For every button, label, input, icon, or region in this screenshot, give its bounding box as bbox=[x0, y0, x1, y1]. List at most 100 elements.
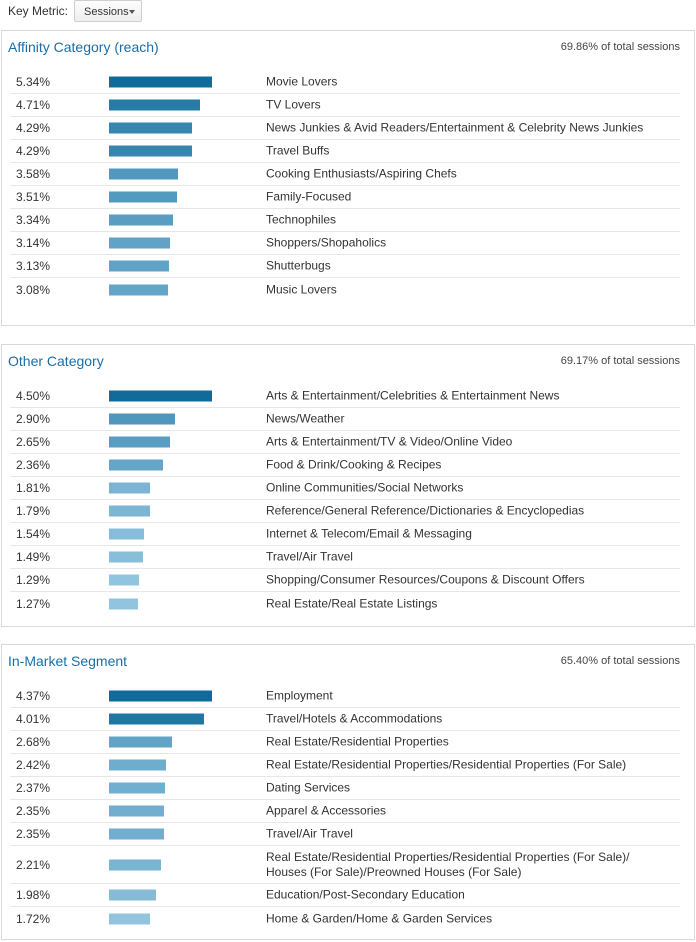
percentage-bar bbox=[109, 168, 178, 180]
list-item[interactable]: 2.35% Travel/Air Travel bbox=[10, 823, 680, 846]
percentage-value: 2.65% bbox=[16, 435, 51, 449]
list-item[interactable]: 1.27% Real Estate/Real Estate Listings bbox=[10, 592, 680, 615]
category-name[interactable]: Arts & Entertainment/Celebrities & Enter… bbox=[266, 388, 560, 403]
panel-rows: 5.34% Movie Lovers 4.71% TV Lovers 4.29% News… bbox=[10, 71, 680, 301]
category-name[interactable]: Education/Post-Secondary Education bbox=[266, 887, 465, 902]
category-name[interactable]: Shopping/Consumer Resources/Coupons & Di… bbox=[266, 572, 585, 587]
list-item[interactable]: 3.58% Cooking Enthusiasts/Aspiring Chefs bbox=[10, 163, 680, 186]
percentage-bar bbox=[109, 145, 192, 157]
percentage-value: 2.68% bbox=[16, 735, 51, 749]
list-item[interactable]: 3.13% Shutterbugs bbox=[10, 255, 680, 278]
list-item[interactable]: 4.01% Travel/Hotels & Accommodations bbox=[10, 708, 680, 731]
list-item[interactable]: 1.29% Shopping/Consumer Resources/Coupons… bbox=[10, 569, 680, 592]
panel-total-sessions: 69.17% of total sessions bbox=[560, 355, 680, 367]
percentage-bar bbox=[109, 390, 212, 402]
list-item[interactable]: 2.37% Dating Services bbox=[10, 777, 680, 800]
list-item[interactable]: 4.71% TV Lovers bbox=[10, 94, 680, 117]
percentage-value: 1.81% bbox=[16, 481, 51, 495]
panel-total-sessions: 69.86% of total sessions bbox=[560, 41, 680, 53]
percentage-value: 1.54% bbox=[16, 527, 51, 541]
percentage-bar bbox=[109, 713, 204, 725]
panel-title: Other Category bbox=[8, 353, 104, 369]
category-name[interactable]: Real Estate/Residential Properties/Resid… bbox=[266, 849, 630, 879]
percentage-bar bbox=[109, 805, 164, 817]
category-name[interactable]: Travel/Hotels & Accommodations bbox=[266, 711, 443, 726]
category-name[interactable]: TV Lovers bbox=[266, 97, 321, 112]
category-name[interactable]: Cooking Enthusiasts/Aspiring Chefs bbox=[266, 166, 457, 181]
percentage-value: 4.29% bbox=[16, 121, 51, 135]
list-item[interactable]: 1.98% Education/Post-Secondary Education bbox=[10, 884, 680, 907]
category-name[interactable]: Travel/Air Travel bbox=[266, 549, 353, 564]
category-name[interactable]: Shoppers/Shopaholics bbox=[266, 235, 387, 250]
key-metric-bar: Key Metric: Sessions bbox=[0, 0, 696, 24]
list-item[interactable]: 1.79% Reference/General Reference/Diction… bbox=[10, 500, 680, 523]
percentage-bar bbox=[109, 574, 139, 586]
percentage-value: 1.49% bbox=[16, 550, 51, 564]
list-item[interactable]: 1.54% Internet & Telecom/Email & Messagin… bbox=[10, 523, 680, 546]
percentage-value: 2.35% bbox=[16, 827, 51, 841]
category-name[interactable]: Internet & Telecom/Email & Messaging bbox=[266, 526, 472, 541]
category-name[interactable]: Travel/Air Travel bbox=[266, 826, 353, 841]
category-name[interactable]: Real Estate/Residential Properties/Resid… bbox=[266, 757, 627, 772]
list-item[interactable]: 3.51% Family-Focused bbox=[10, 186, 680, 209]
list-item[interactable]: 2.42% Real Estate/Residential Properties/… bbox=[10, 754, 680, 777]
category-name[interactable]: Employment bbox=[266, 688, 333, 703]
category-name[interactable]: Home & Garden/Home & Garden Services bbox=[266, 911, 493, 925]
list-item[interactable]: 1.72% Home & Garden/Home & Garden Service… bbox=[10, 907, 680, 930]
percentage-bar bbox=[109, 237, 170, 249]
list-item[interactable]: 2.35% Apparel & Accessories bbox=[10, 800, 680, 823]
percentage-bar bbox=[109, 598, 138, 609]
percentage-bar bbox=[109, 99, 200, 111]
list-item[interactable]: 2.68% Real Estate/Residential Properties bbox=[10, 731, 680, 754]
list-item[interactable]: 2.65% Arts & Entertainment/TV & Video/Onl… bbox=[10, 431, 680, 454]
percentage-value: 4.37% bbox=[16, 689, 51, 703]
list-item[interactable]: 3.08% Music Lovers bbox=[10, 278, 680, 301]
list-item[interactable]: 4.29% News Junkies & Avid Readers/Enterta… bbox=[10, 117, 680, 140]
list-item[interactable]: 1.81% Online Communities/Social Networks bbox=[10, 477, 680, 500]
percentage-value: 1.98% bbox=[16, 888, 51, 902]
category-name[interactable]: Shutterbugs bbox=[266, 258, 331, 273]
list-item[interactable]: 2.90% News/Weather bbox=[10, 408, 680, 431]
percentage-bar bbox=[109, 284, 168, 295]
category-name[interactable]: Music Lovers bbox=[266, 282, 337, 296]
percentage-bar bbox=[109, 736, 172, 748]
percentage-value: 4.71% bbox=[16, 98, 51, 112]
list-item[interactable]: 4.50% Arts & Entertainment/Celebrities & … bbox=[10, 385, 680, 408]
list-item[interactable]: 1.49% Travel/Air Travel bbox=[10, 546, 680, 569]
category-name[interactable]: Online Communities/Social Networks bbox=[266, 480, 464, 495]
category-name[interactable]: Family-Focused bbox=[266, 189, 352, 204]
category-name[interactable]: Travel Buffs bbox=[266, 143, 330, 158]
list-item[interactable]: 5.34% Movie Lovers bbox=[10, 71, 680, 94]
list-item[interactable]: 3.34% Technophiles bbox=[10, 209, 680, 232]
affinity-category-panel: Affinity Category (reach) 69.86% of tota… bbox=[1, 30, 695, 326]
list-item[interactable]: 2.21% Real Estate/Residential Properties/… bbox=[10, 846, 680, 884]
list-item[interactable]: 4.37% Employment bbox=[10, 685, 680, 708]
list-item[interactable]: 4.29% Travel Buffs bbox=[10, 140, 680, 163]
category-name[interactable]: Arts & Entertainment/TV & Video/Online V… bbox=[266, 434, 513, 449]
percentage-value: 1.79% bbox=[16, 504, 51, 518]
key-metric-selected-value: Sessions bbox=[84, 6, 129, 18]
category-name[interactable]: Movie Lovers bbox=[266, 74, 338, 89]
category-name[interactable]: Dating Services bbox=[266, 780, 351, 795]
percentage-value: 4.50% bbox=[16, 389, 51, 403]
key-metric-label: Key Metric: bbox=[8, 4, 69, 18]
list-item[interactable]: 2.36% Food & Drink/Cooking & Recipes bbox=[10, 454, 680, 477]
category-name[interactable]: News Junkies & Avid Readers/Entertainmen… bbox=[266, 120, 644, 135]
key-metric-dropdown[interactable]: Sessions bbox=[74, 0, 142, 22]
panel-title: Affinity Category (reach) bbox=[8, 39, 159, 55]
category-name[interactable]: Real Estate/Real Estate Listings bbox=[266, 596, 438, 610]
percentage-value: 4.01% bbox=[16, 712, 51, 726]
category-name[interactable]: Real Estate/Residential Properties bbox=[266, 734, 449, 749]
category-name[interactable]: Food & Drink/Cooking & Recipes bbox=[266, 457, 442, 472]
percentage-bar bbox=[109, 551, 143, 563]
category-name[interactable]: Apparel & Accessories bbox=[266, 803, 387, 818]
percentage-bar bbox=[109, 859, 161, 870]
list-item[interactable]: 3.14% Shoppers/Shopaholics bbox=[10, 232, 680, 255]
percentage-value: 2.36% bbox=[16, 458, 51, 472]
category-name[interactable]: Technophiles bbox=[266, 212, 337, 227]
panel-rows: 4.50% Arts & Entertainment/Celebrities & … bbox=[10, 385, 680, 615]
percentage-bar bbox=[109, 482, 150, 494]
category-name[interactable]: Reference/General Reference/Dictionaries… bbox=[266, 503, 585, 518]
percentage-value: 2.35% bbox=[16, 804, 51, 818]
category-name[interactable]: News/Weather bbox=[266, 411, 345, 426]
